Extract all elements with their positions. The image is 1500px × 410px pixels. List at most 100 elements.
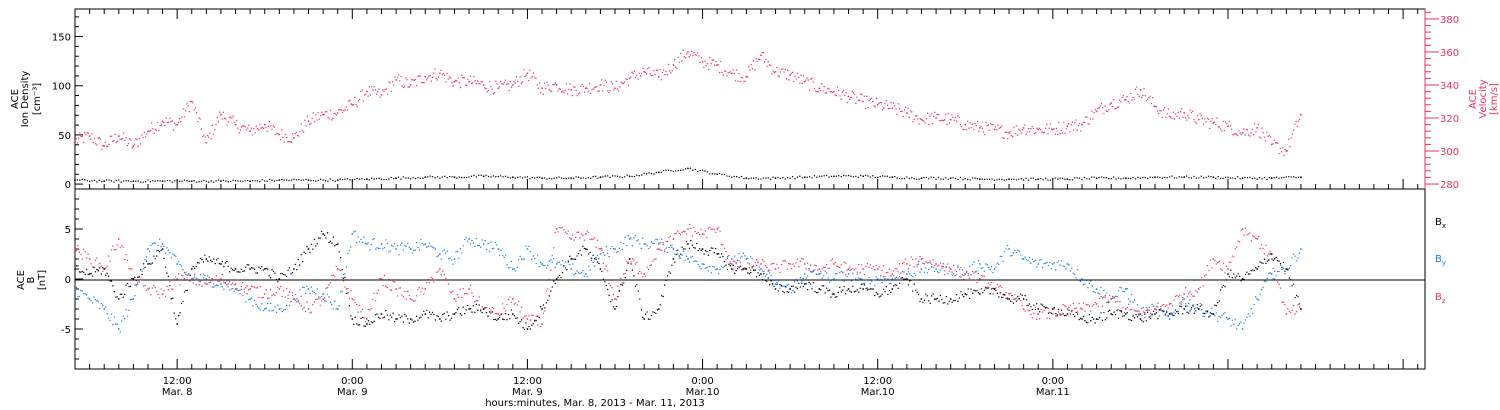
ion-density-point bbox=[307, 179, 310, 182]
bx-point bbox=[173, 312, 175, 314]
bz-point bbox=[1082, 302, 1085, 304]
bz-point bbox=[1145, 309, 1147, 312]
bx-point bbox=[858, 291, 860, 293]
bz-point bbox=[792, 263, 794, 265]
bz-point bbox=[1040, 308, 1042, 311]
ion-density-point bbox=[198, 181, 200, 183]
by-point bbox=[1205, 312, 1207, 314]
ion-density-point bbox=[200, 180, 203, 183]
velocity-point bbox=[936, 113, 938, 116]
velocity-point bbox=[960, 126, 963, 128]
bx-point bbox=[700, 249, 702, 251]
by-point bbox=[245, 301, 247, 303]
bx-point bbox=[662, 295, 664, 298]
ion-density-point bbox=[694, 168, 696, 171]
bx-point bbox=[192, 265, 194, 268]
velocity-point bbox=[1182, 116, 1184, 118]
velocity-point bbox=[777, 75, 779, 77]
ion-density-point bbox=[823, 175, 825, 177]
ion-density-point bbox=[689, 167, 692, 169]
bx-point bbox=[388, 319, 390, 321]
velocity-point bbox=[1060, 129, 1063, 132]
bz-point bbox=[636, 261, 638, 264]
velocity-point bbox=[566, 93, 569, 95]
velocity-point bbox=[892, 102, 895, 104]
by-point bbox=[1214, 315, 1216, 317]
velocity-point bbox=[84, 132, 86, 134]
by-point bbox=[177, 261, 180, 263]
velocity-point bbox=[1170, 116, 1172, 119]
bottom-panel-frame bbox=[74, 188, 1426, 370]
by-point bbox=[674, 253, 676, 255]
by-point bbox=[569, 263, 571, 266]
by-point bbox=[221, 285, 224, 288]
by-point bbox=[1050, 267, 1053, 270]
bx-point bbox=[738, 266, 740, 268]
by-point bbox=[1046, 261, 1048, 264]
bz-point bbox=[431, 277, 434, 280]
bx-point bbox=[185, 289, 187, 292]
bx-point bbox=[417, 319, 419, 321]
by-point bbox=[516, 266, 518, 269]
velocity-point bbox=[1237, 135, 1239, 137]
by-point bbox=[893, 274, 895, 277]
bz-point bbox=[602, 262, 605, 265]
by-point bbox=[1072, 272, 1074, 274]
bx-point bbox=[202, 261, 205, 263]
ion-density-point bbox=[212, 181, 215, 183]
by-point bbox=[144, 258, 146, 261]
bz-point bbox=[978, 278, 981, 280]
bz-point bbox=[1079, 307, 1082, 309]
bz-point bbox=[1120, 309, 1123, 312]
bz-point bbox=[1218, 260, 1220, 263]
bz-point bbox=[869, 264, 872, 266]
by-point bbox=[1133, 299, 1136, 301]
by-point bbox=[453, 258, 456, 260]
by-point bbox=[1106, 292, 1108, 294]
bz-point bbox=[1041, 311, 1044, 313]
velocity-point bbox=[232, 115, 234, 118]
by-point bbox=[852, 272, 854, 275]
bz-point bbox=[916, 263, 918, 266]
bx-point bbox=[434, 319, 437, 321]
velocity-point bbox=[514, 82, 516, 84]
velocity-point bbox=[879, 101, 881, 104]
bz-point bbox=[825, 263, 828, 266]
ion-density-point bbox=[774, 177, 777, 180]
bx-series bbox=[74, 230, 1302, 331]
bz-point bbox=[675, 232, 677, 234]
velocity-point bbox=[1149, 95, 1151, 98]
velocity-point bbox=[254, 132, 256, 134]
ion-density-point bbox=[589, 177, 592, 180]
ion-density-point bbox=[529, 178, 531, 180]
bx-point bbox=[707, 254, 710, 256]
velocity-point bbox=[986, 125, 988, 127]
bottom-ylabel-line2: B bbox=[26, 276, 37, 283]
bz-point bbox=[840, 264, 842, 266]
velocity-point bbox=[417, 75, 419, 78]
bx-point bbox=[808, 281, 810, 284]
by-point bbox=[150, 244, 152, 247]
bz-point bbox=[1136, 310, 1139, 312]
bz-point bbox=[284, 296, 286, 298]
by-point bbox=[532, 255, 534, 257]
velocity-point bbox=[537, 87, 540, 89]
bx-point bbox=[1145, 320, 1147, 322]
velocity-point bbox=[1119, 99, 1121, 101]
bz-point bbox=[541, 323, 543, 325]
bx-point bbox=[690, 239, 692, 242]
velocity-point bbox=[726, 75, 728, 77]
velocity-point bbox=[161, 120, 164, 123]
bz-point bbox=[245, 287, 247, 289]
velocity-point bbox=[949, 118, 952, 121]
velocity-point bbox=[548, 89, 551, 91]
velocity-point bbox=[484, 87, 486, 89]
by-point bbox=[1008, 248, 1010, 250]
bz-point bbox=[229, 281, 231, 283]
velocity-point bbox=[429, 74, 431, 77]
velocity-point bbox=[414, 78, 417, 81]
velocity-point bbox=[641, 72, 643, 74]
bx-point bbox=[1206, 311, 1209, 313]
bx-point bbox=[551, 286, 553, 288]
ion-density-point bbox=[628, 175, 631, 178]
